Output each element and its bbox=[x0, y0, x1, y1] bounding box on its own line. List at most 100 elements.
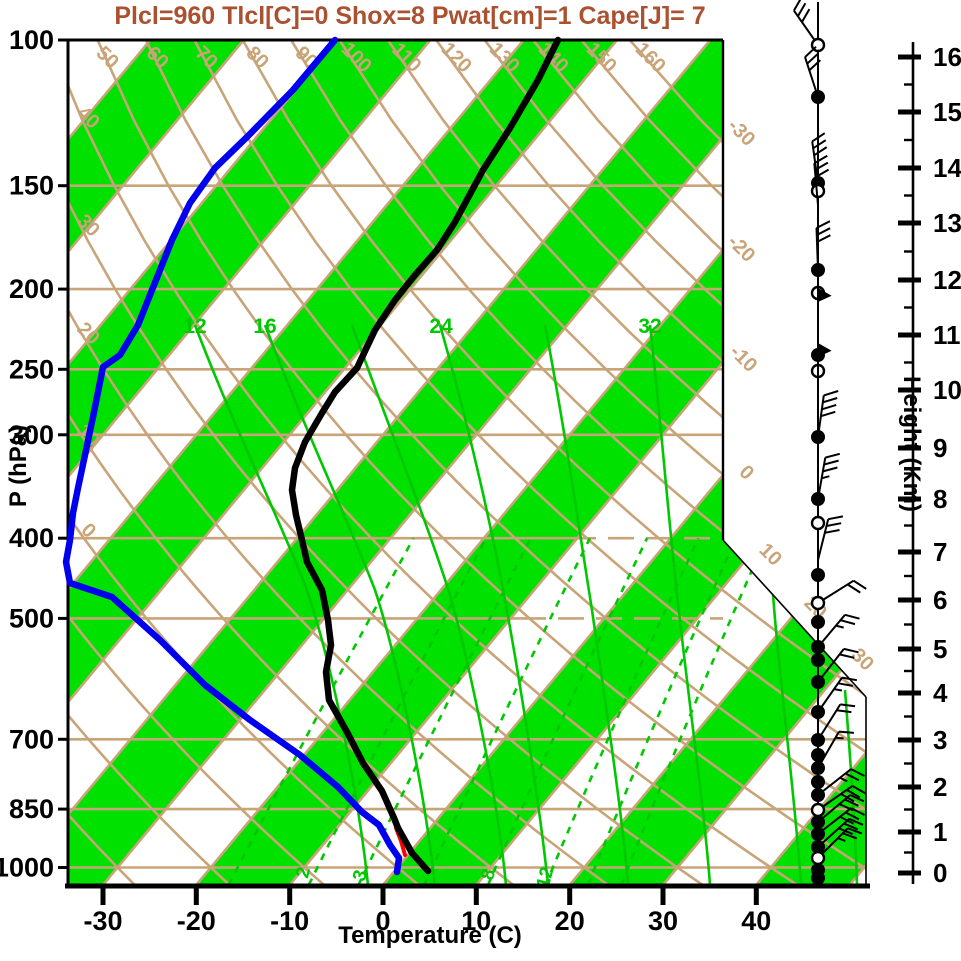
height-tick-label: 10 bbox=[933, 375, 961, 405]
isobar-lines bbox=[68, 184, 866, 869]
wind-barb-full bbox=[843, 647, 859, 654]
dry-adiabat bbox=[68, 40, 231, 885]
pressure-tick-label: 300 bbox=[9, 420, 54, 450]
moist-adiabat bbox=[648, 324, 712, 885]
dewpoint-trace bbox=[62, 36, 403, 876]
wind-station-filled-circle bbox=[811, 815, 825, 829]
wind-station-filled-circle bbox=[811, 705, 825, 719]
height-axis-title: Height (Km) bbox=[898, 376, 925, 512]
temperature-tick-label: 0 bbox=[375, 906, 390, 936]
wind-barb-pennant bbox=[818, 343, 832, 357]
wind-barb-full bbox=[847, 583, 861, 594]
wind-barb-full bbox=[843, 822, 859, 831]
wind-barb-full bbox=[816, 220, 831, 229]
isotherm-label: -20 bbox=[723, 231, 759, 267]
dry-adiabat-label: 120 bbox=[437, 38, 476, 77]
wind-barb-full bbox=[838, 730, 854, 734]
wind-station-filled-circle bbox=[811, 430, 825, 444]
height-tick-label: 8 bbox=[933, 484, 947, 514]
wind-station-filled-circle bbox=[811, 871, 825, 885]
isotherm bbox=[68, 40, 619, 885]
moist-adiabat-label: 32 bbox=[638, 315, 661, 338]
wind-station-filled-circle bbox=[811, 840, 825, 854]
isotherm-label: 30 bbox=[847, 644, 878, 675]
height-tick-label: 7 bbox=[933, 537, 947, 567]
height-tick-label: 2 bbox=[933, 772, 947, 802]
temperature-tick-label: -10 bbox=[270, 906, 309, 936]
wind-barb-full bbox=[812, 139, 827, 150]
wind-barb-shaft bbox=[817, 731, 840, 769]
pressure-tick-label: 150 bbox=[9, 171, 54, 201]
wind-barb-full bbox=[816, 234, 831, 243]
wind-barb-full bbox=[823, 459, 839, 466]
wind-station-filled-circle bbox=[811, 615, 825, 629]
wind-barb-full bbox=[847, 827, 863, 835]
height-tick-label: 4 bbox=[933, 678, 948, 708]
temperature-trace bbox=[288, 36, 562, 875]
wind-station-filled-circle bbox=[811, 492, 825, 506]
height-tick-label: 5 bbox=[933, 634, 947, 664]
wind-barb-full bbox=[813, 146, 828, 157]
moist-adiabat-label: 12 bbox=[183, 315, 206, 338]
pressure-tick-label: 400 bbox=[9, 523, 54, 553]
wind-barb-full bbox=[825, 452, 841, 459]
pressure-tick-label: 200 bbox=[9, 274, 54, 304]
height-tick-label: 1 bbox=[933, 817, 947, 847]
wind-barb-shaft bbox=[817, 768, 852, 796]
height-tick-label: 9 bbox=[933, 433, 947, 463]
isotherm-label: -30 bbox=[723, 115, 759, 151]
dry-adiabat bbox=[68, 40, 136, 885]
wind-barb-full bbox=[806, 52, 819, 65]
dry-adiabat bbox=[68, 40, 515, 885]
wind-barb-full bbox=[840, 703, 856, 708]
isotherm bbox=[68, 40, 712, 885]
dry-adiabat bbox=[144, 40, 866, 885]
wind-barb-full bbox=[816, 227, 831, 236]
wind-barb-full bbox=[839, 653, 855, 659]
height-tick-label: 11 bbox=[933, 320, 961, 350]
green-band bbox=[68, 40, 431, 885]
moist-adiabat bbox=[543, 324, 630, 885]
wind-barb-full bbox=[804, 46, 817, 58]
isotherm bbox=[661, 40, 866, 885]
dry-adiabat bbox=[96, 40, 866, 885]
wind-barb-pennant bbox=[818, 288, 832, 302]
dry-adiabat bbox=[68, 40, 609, 885]
wind-barb-full bbox=[822, 466, 838, 473]
pressure-tick-label: 700 bbox=[9, 724, 54, 754]
wind-station-filled-circle bbox=[811, 640, 825, 654]
mixing-ratio-line bbox=[227, 537, 415, 885]
chart-title: Plcl=960 Tlcl[C]=0 Shox=8 Pwat[cm]=1 Cap… bbox=[114, 2, 706, 30]
height-tick-label: 15 bbox=[933, 97, 961, 127]
dry-adiabat bbox=[193, 40, 866, 885]
mixing-ratio-line bbox=[357, 537, 532, 885]
temperature-tick-label: 20 bbox=[555, 906, 585, 936]
mixing-ratio-lines bbox=[227, 537, 768, 885]
moist-adiabat bbox=[438, 324, 550, 885]
wind-barb-shaft bbox=[817, 614, 846, 648]
green-band bbox=[68, 40, 617, 885]
wind-barb-full bbox=[826, 522, 842, 527]
isotherm-label: -10 bbox=[725, 341, 761, 377]
wind-barb-full bbox=[842, 832, 858, 840]
wind-barb-full bbox=[845, 811, 860, 821]
temperature-tick-label: -30 bbox=[83, 906, 122, 936]
moist-adiabat bbox=[193, 324, 370, 885]
pressure-tick-label: 850 bbox=[9, 794, 54, 824]
isotherm bbox=[68, 40, 245, 885]
dry-adiabat-label: 50 bbox=[92, 42, 123, 73]
height-tick-label: 3 bbox=[933, 725, 947, 755]
temperature-trace bbox=[288, 36, 562, 875]
isotherm-label: 10 bbox=[755, 539, 786, 570]
wind-barb-full bbox=[824, 529, 840, 534]
temperature-tick-label: -20 bbox=[177, 906, 216, 936]
wind-barb-full bbox=[811, 132, 826, 143]
temperature-tick-label: 10 bbox=[461, 906, 491, 936]
wind-station-filled-circle bbox=[811, 90, 825, 104]
mixing-ratio-line bbox=[620, 537, 768, 885]
wind-station-filled-circle bbox=[811, 761, 825, 775]
dry-adiabat bbox=[338, 40, 866, 885]
wind-barb-full bbox=[828, 515, 844, 521]
mixing-ratio-line bbox=[544, 537, 700, 885]
